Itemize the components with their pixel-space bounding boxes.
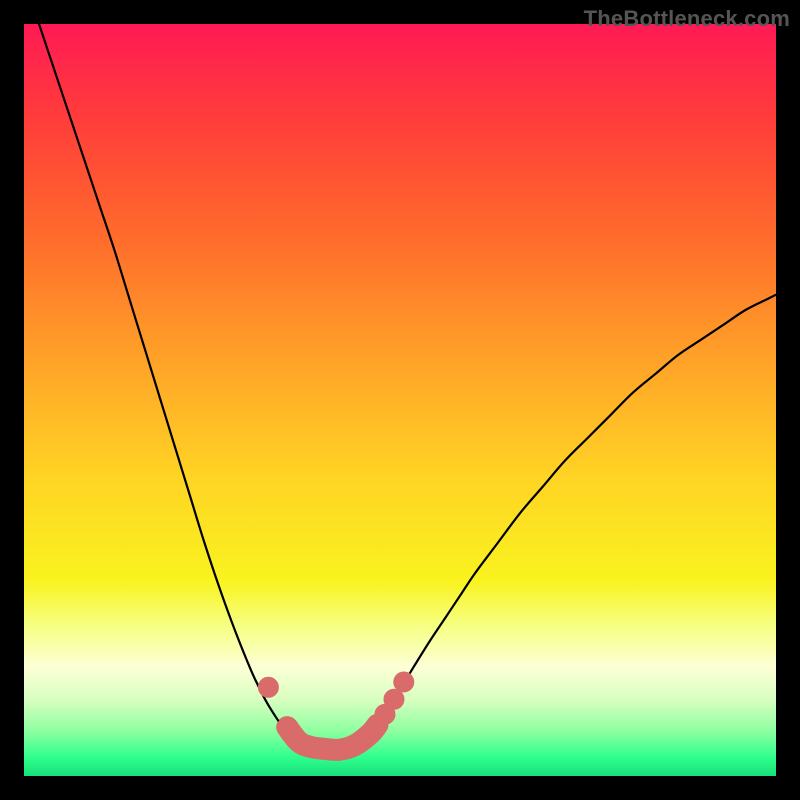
curve-marker — [394, 672, 414, 692]
bottleneck-chart — [0, 0, 800, 800]
watermark-text: TheBottleneck.com — [584, 6, 790, 32]
curve-marker — [258, 677, 278, 697]
curve-marker — [384, 689, 404, 709]
plot-background — [24, 24, 776, 776]
chart-container: TheBottleneck.com — [0, 0, 800, 800]
